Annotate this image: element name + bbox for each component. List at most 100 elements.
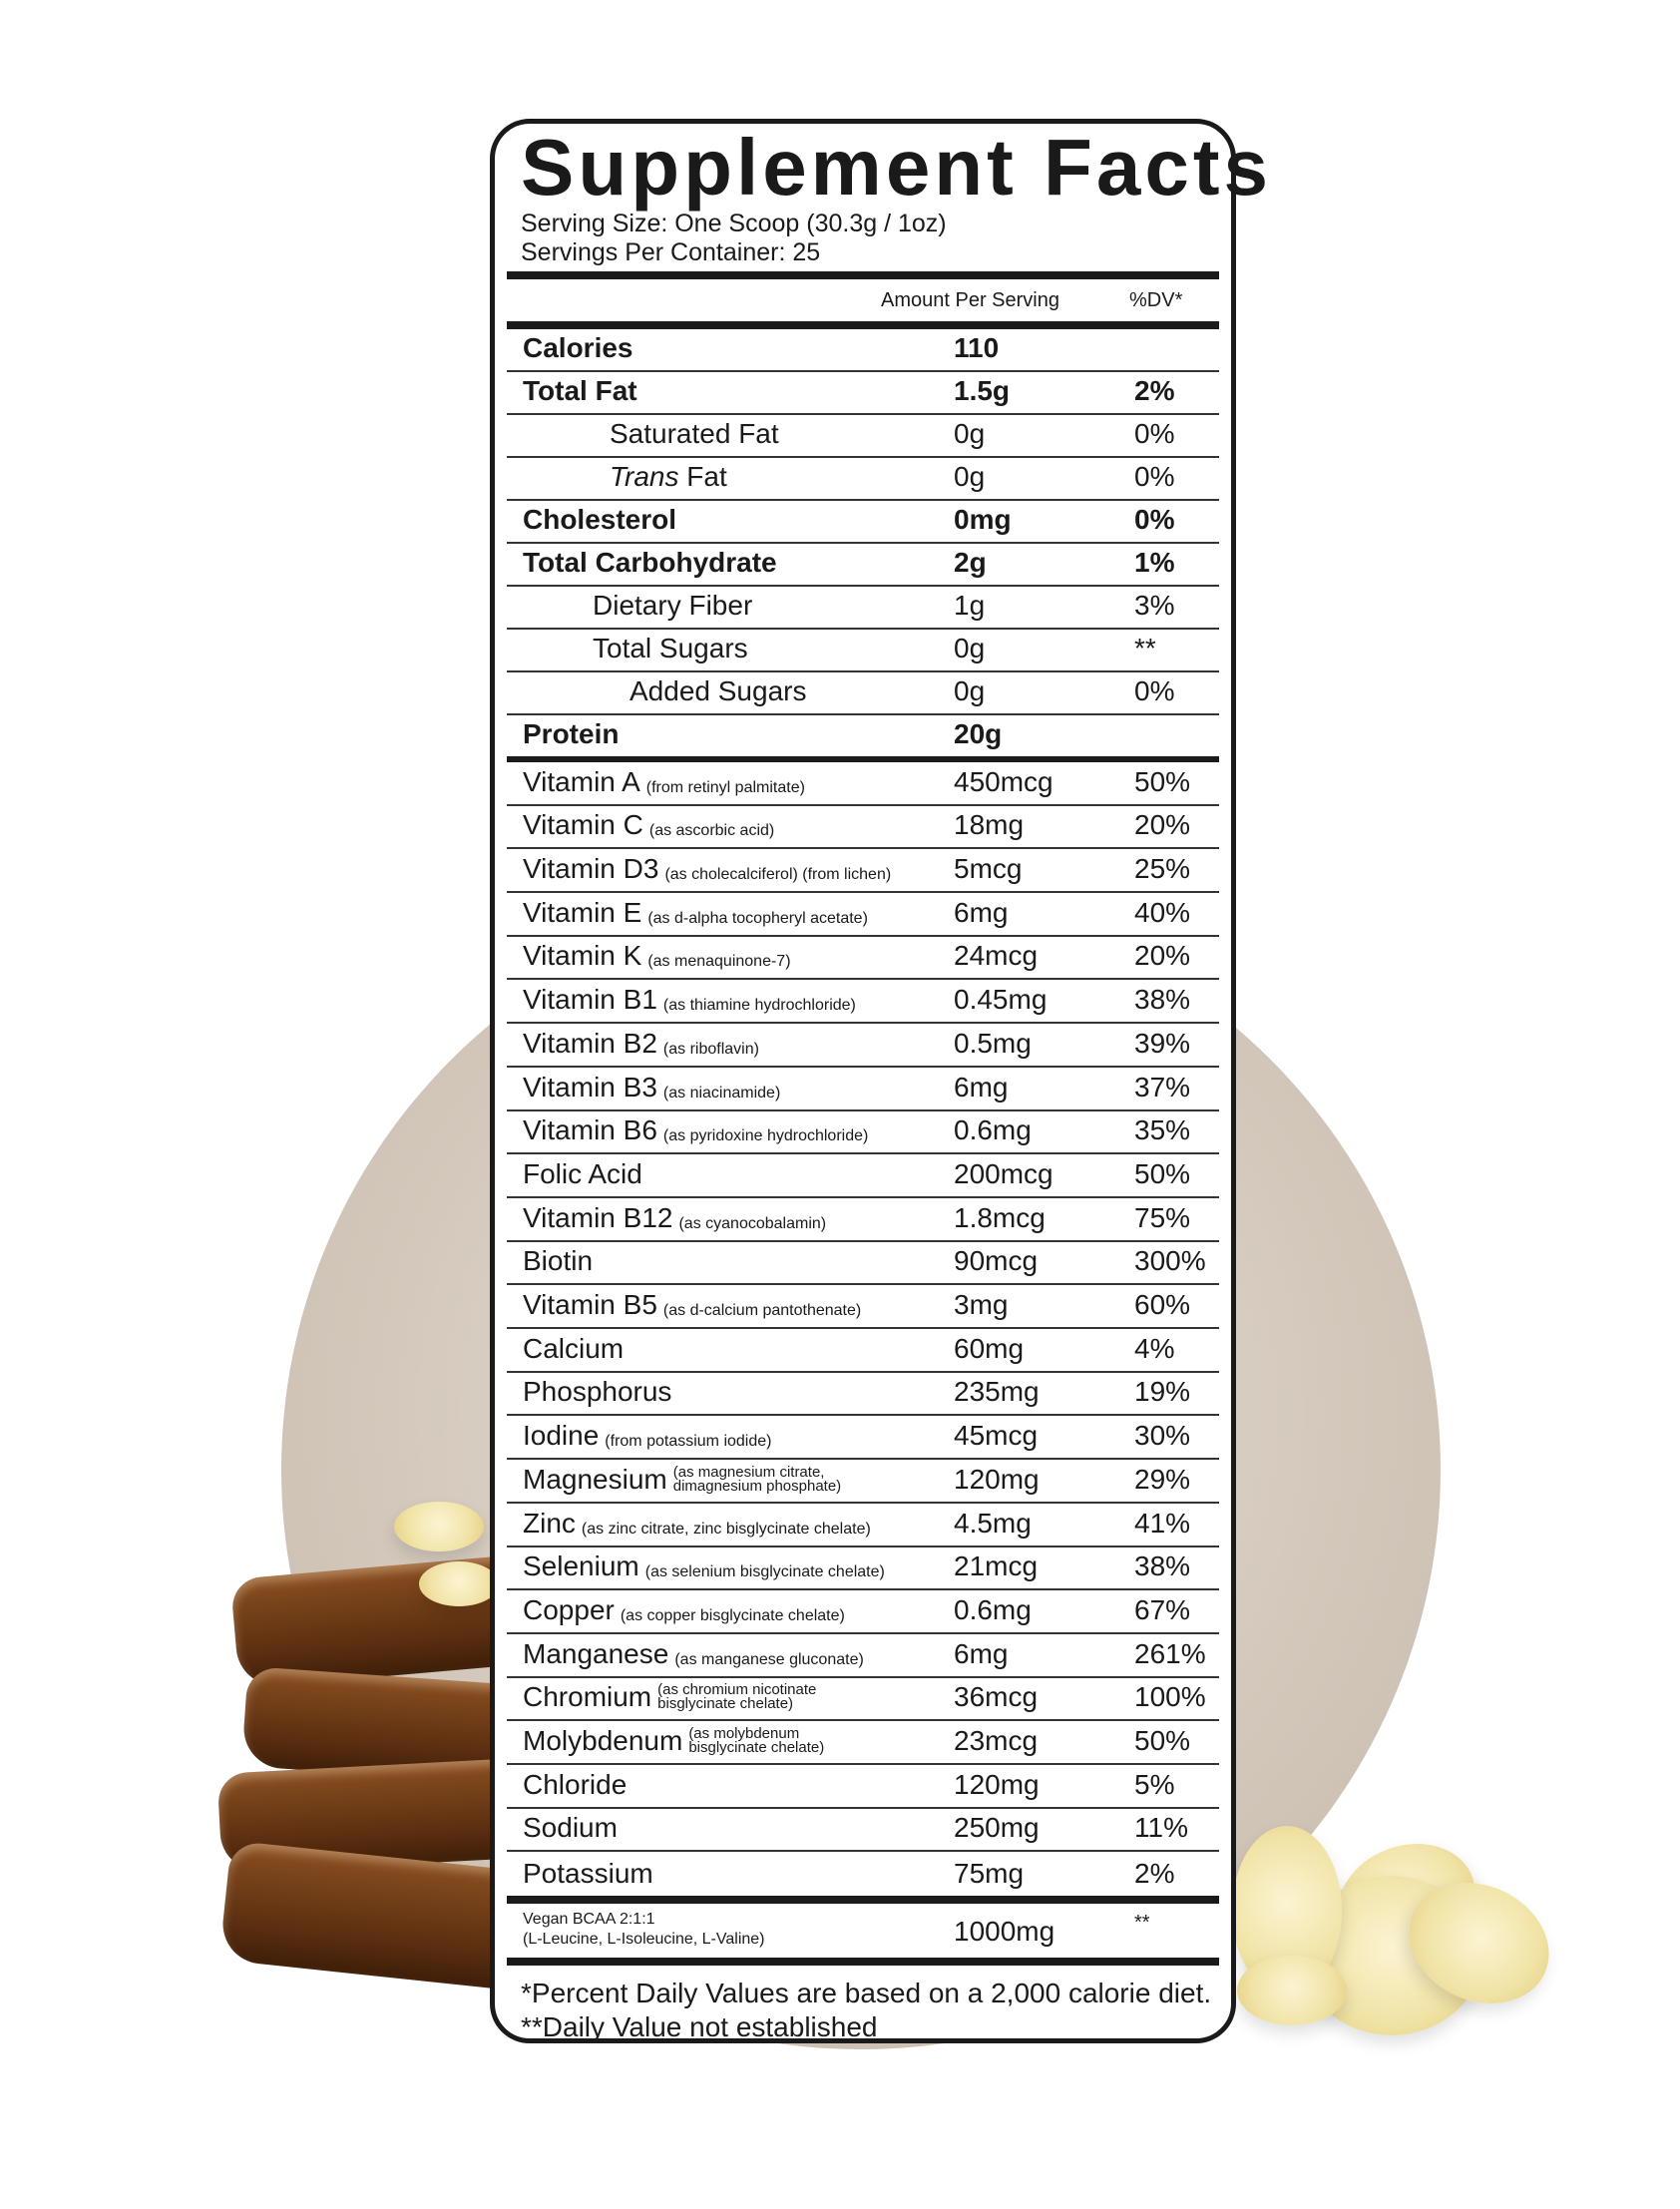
nutrient-name: Potassium	[523, 1858, 653, 1890]
nutrient-name-text: Magnesium	[523, 1463, 667, 1495]
nutrient-name-text: Manganese	[523, 1637, 669, 1669]
nutrient-name: Dietary Fiber	[593, 590, 752, 622]
supplement-facts-label: Supplement Facts Serving Size: One Scoop…	[490, 119, 1268, 2043]
nutrient-amount: 0g	[954, 418, 986, 449]
nutrient-row: Cholesterol 0mg 0%	[507, 501, 1219, 544]
nutrient-name: Chloride	[523, 1769, 627, 1801]
nutrient-dv: 300%	[1134, 1245, 1206, 1277]
nutrient-dv: 2%	[1134, 1858, 1175, 1890]
nutrient-name: Vitamin B5 (as d-calcium pantothenate)	[523, 1289, 861, 1321]
bcaa-sub: (L-Leucine, L-Isoleucine, L-Valine)	[523, 1931, 765, 1949]
nutrient-amount: 5mcg	[954, 853, 1023, 885]
nutrient-name-italic: Trans	[610, 461, 679, 492]
nutrient-name-text: Fat	[678, 461, 727, 492]
nutrient-dv: 30%	[1134, 1420, 1191, 1452]
nutrient-dv: 100%	[1134, 1681, 1206, 1713]
note-line: (as molybdenum	[688, 1725, 800, 1743]
nutrient-dv: 1%	[1134, 547, 1175, 578]
nutrient-amount: 0.6mg	[954, 1593, 1032, 1625]
nutrient-name-text: Molybdenum	[523, 1725, 683, 1757]
thick-divider	[507, 1896, 1219, 1905]
bcaa-row: Vegan BCAA 2:1:1 (L-Leucine, L-Isoleucin…	[507, 1904, 1219, 1958]
nutrient-amount: 75mg	[954, 1858, 1025, 1890]
note-line: (as cholecalciferol) (from lichen)	[664, 866, 892, 884]
nutrient-amount: 1.8mcg	[954, 1201, 1046, 1233]
nutrient-name: Vitamin B3 (as niacinamide)	[523, 1072, 780, 1104]
nutrient-name-text: Phosphorus	[523, 1376, 672, 1408]
nutrient-dv: 25%	[1134, 853, 1191, 885]
nutrient-name-text: Protein	[523, 718, 620, 749]
nutrient-dv: 41%	[1134, 1507, 1191, 1539]
nutrient-row: Total Fat 1.5g 2%	[507, 372, 1219, 415]
nutrient-dv: 35%	[1134, 1114, 1191, 1146]
nutrient-dv: 29%	[1134, 1463, 1191, 1495]
nutrient-name: Added Sugars	[630, 675, 806, 707]
nutrient-row: Chloride 120mg 5%	[507, 1765, 1219, 1809]
nutrient-amount: 6mg	[954, 1637, 1009, 1669]
nutrient-amount: 0.45mg	[954, 984, 1048, 1016]
nutrient-name-text: Folic Acid	[523, 1157, 642, 1189]
nutrient-row: Manganese (as manganese gluconate) 6mg 261%	[507, 1634, 1219, 1678]
nutrient-name: Total Carbohydrate	[523, 547, 777, 579]
nutrient-name-text: Vitamin D3	[523, 853, 659, 885]
nutrient-source-note: (as pyridoxine hydrochloride)	[663, 1128, 868, 1144]
nutrient-name-text: Vitamin B2	[523, 1027, 657, 1059]
nutrient-name-text: Selenium	[523, 1550, 639, 1582]
nutrient-name-text: Chromium	[523, 1681, 652, 1713]
footnote-not-established: **Daily Value not established	[521, 2011, 878, 2043]
nutrient-name: Vitamin B6 (as pyridoxine hydrochloride)	[523, 1114, 868, 1146]
nutrient-name-text: Vitamin C	[523, 809, 643, 841]
nutrient-row: Selenium (as selenium bisglycinate chelat…	[507, 1547, 1219, 1591]
nutrient-source-note: (as ascorbic acid)	[649, 823, 774, 839]
nutrient-name: Manganese (as manganese gluconate)	[523, 1638, 864, 1670]
nutrient-dv: 20%	[1134, 940, 1191, 972]
nutrient-source-note: (as thiamine hydrochloride)	[663, 998, 856, 1014]
nutrient-dv: **	[1134, 633, 1156, 663]
nutrient-amount: 24mcg	[954, 940, 1039, 972]
nutrient-amount: 1.5g	[954, 375, 1011, 406]
nutrient-name: Phosphorus	[523, 1376, 671, 1408]
nutrient-row: Saturated Fat 0g 0%	[507, 415, 1219, 458]
nutrient-name: Protein	[523, 718, 619, 750]
nutrient-source-note: (as cyanocobalamin)	[678, 1215, 826, 1232]
nutrient-row: Vitamin K (as menaquinone-7) 24mcg 20%	[507, 937, 1219, 981]
nutrient-name-text: Vitamin B6	[523, 1114, 657, 1146]
nutrient-dv: 261%	[1134, 1637, 1206, 1669]
nutrient-dv: 5%	[1134, 1768, 1175, 1800]
nutrient-source-note: (as manganese gluconate)	[674, 1651, 863, 1668]
nutrient-name-text: Cholesterol	[523, 504, 677, 535]
nutrient-name-text: Vitamin A	[523, 765, 640, 797]
nutrient-row: Magnesium (as magnesium citrate, dimagnesi…	[507, 1460, 1219, 1504]
nutrient-amount: 90mcg	[954, 1245, 1039, 1277]
nutrient-name: Vitamin C (as ascorbic acid)	[523, 809, 774, 841]
nutrient-row: Total Carbohydrate 2g 1%	[507, 544, 1219, 587]
nutrient-dv: 0%	[1134, 418, 1175, 449]
nutrient-name-text: Vitamin B5	[523, 1289, 657, 1321]
nutrient-name-text: Zinc	[523, 1507, 576, 1539]
nutrient-source-note: (as molybdenum bisglycinate chelate)	[688, 1725, 824, 1755]
nutrient-row: Potassium 75mg 2%	[507, 1853, 1219, 1897]
nutrient-amount: 0.5mg	[954, 1027, 1032, 1059]
nutrient-row: Phosphorus 235mg 19%	[507, 1373, 1219, 1417]
nutrient-name: Vitamin A (from retinyl palmitate)	[523, 766, 805, 798]
nutrient-name: Biotin	[523, 1245, 593, 1277]
nutrient-dv: 50%	[1134, 1725, 1191, 1757]
note-line: (as d-calcium pantothenate)	[662, 1302, 862, 1320]
nutrient-source-note: (from retinyl palmitate)	[646, 779, 805, 796]
nutrient-name: Saturated Fat	[610, 418, 779, 450]
note-line: (as selenium bisglycinate chelate)	[644, 1563, 885, 1581]
nutrient-amount: 2g	[954, 547, 987, 578]
footnote-dv: *Percent Daily Values are based on a 2,0…	[521, 1978, 1212, 2009]
nutrient-name-text: Calcium	[523, 1332, 625, 1364]
nutrient-row: Sodium 250mg 11%	[507, 1809, 1219, 1853]
nutrient-row: Added Sugars 0g 0%	[507, 672, 1219, 715]
nutrient-amount: 23mcg	[954, 1725, 1039, 1757]
nutrient-row: Protein 20g	[507, 715, 1219, 762]
nutrient-amount: 120mg	[954, 1463, 1040, 1495]
nutrient-dv: 37%	[1134, 1071, 1191, 1103]
nutrient-source-note: (as copper bisglycinate chelate)	[621, 1607, 845, 1624]
nutrient-row: Vitamin C (as ascorbic acid) 18mg 20%	[507, 806, 1219, 850]
note-line: (as magnesium citrate,	[672, 1463, 825, 1481]
note-line: (as chromium nicotinate	[657, 1681, 817, 1699]
nutrient-row: Zinc (as zinc citrate, zinc bisglycinate …	[507, 1504, 1219, 1547]
